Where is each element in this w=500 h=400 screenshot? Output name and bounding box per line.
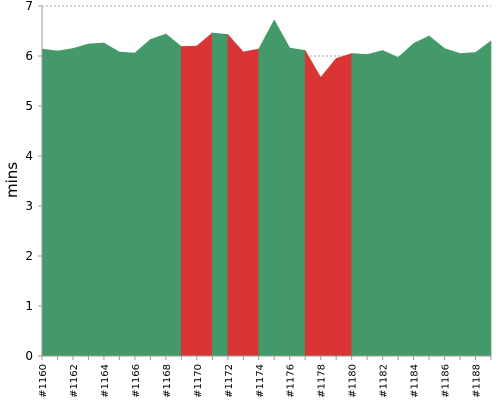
area-segment-1172 — [227, 33, 244, 357]
y-tick-label-2: 2 — [25, 249, 33, 263]
area-segment-1171 — [212, 32, 229, 357]
area-segment-1164 — [103, 42, 120, 357]
x-tick-label-1176: #1176 — [286, 364, 297, 398]
x-tick-label-1162: #1162 — [69, 364, 80, 398]
area-segment-1173 — [242, 48, 260, 357]
x-tick-label-1164: #1164 — [100, 364, 111, 398]
y-tick-label-7: 7 — [25, 0, 33, 13]
x-tick-label-1174: #1174 — [255, 364, 266, 398]
x-tick-label-1182: #1182 — [379, 364, 390, 398]
area-segment-1186 — [444, 48, 461, 357]
area-segment-1166 — [134, 38, 151, 357]
area-segment-1184 — [413, 35, 430, 357]
x-tick-label-1178: #1178 — [317, 364, 328, 398]
x-tick-label-1180: #1180 — [348, 364, 359, 398]
area-segment-1187 — [459, 52, 476, 357]
y-tick-label-0: 0 — [25, 349, 33, 363]
y-tick-label-4: 4 — [25, 149, 33, 163]
x-tick-label-1188: #1188 — [472, 364, 483, 398]
x-tick-label-1170: #1170 — [193, 364, 204, 398]
area-segment-1178 — [320, 57, 337, 357]
area-segment-1181 — [366, 50, 383, 357]
area-segment-1176 — [289, 47, 306, 357]
area-segment-1182 — [382, 50, 399, 357]
y-axis-label: mins — [3, 162, 21, 198]
x-tick-label-1168: #1168 — [162, 364, 173, 398]
area-segment-1169 — [181, 45, 198, 357]
x-tick-label-1160: #1160 — [38, 364, 49, 398]
area-segment-1170 — [196, 32, 213, 357]
y-tick-label-5: 5 — [25, 99, 33, 113]
area-segment-1177 — [304, 49, 321, 357]
y-tick-label-6: 6 — [25, 49, 33, 63]
area-segment-1163 — [88, 42, 105, 357]
area-segment-1180 — [351, 53, 368, 357]
area-layer — [41, 19, 492, 357]
area-segment-1179 — [335, 53, 352, 357]
area-segment-1183 — [397, 42, 414, 357]
area-segment-1161 — [57, 48, 74, 357]
area-segment-1167 — [150, 33, 167, 357]
area-segment-1162 — [72, 43, 89, 357]
area-segment-1165 — [119, 51, 136, 357]
axis-layer: 0 1 2 3 4 5 6 7 #1160 #1162 #1164 #1166 #1168 #1170 #1… — [25, 0, 492, 398]
x-tick-label-1186: #1186 — [441, 364, 452, 398]
area-segment-1168 — [165, 33, 182, 357]
area-segment-1185 — [428, 35, 445, 357]
y-tick-label-1: 1 — [25, 299, 33, 313]
x-tick-label-1184: #1184 — [410, 364, 421, 398]
y-tick-label-3: 3 — [25, 199, 33, 213]
area-segment-1175 — [273, 19, 291, 357]
area-segment-1188 — [475, 40, 492, 357]
area-segment-1174 — [258, 19, 275, 357]
x-tick-label-1172: #1172 — [224, 364, 235, 398]
area-segment-1160 — [41, 48, 58, 357]
x-tick-label-1166: #1166 — [131, 364, 142, 398]
